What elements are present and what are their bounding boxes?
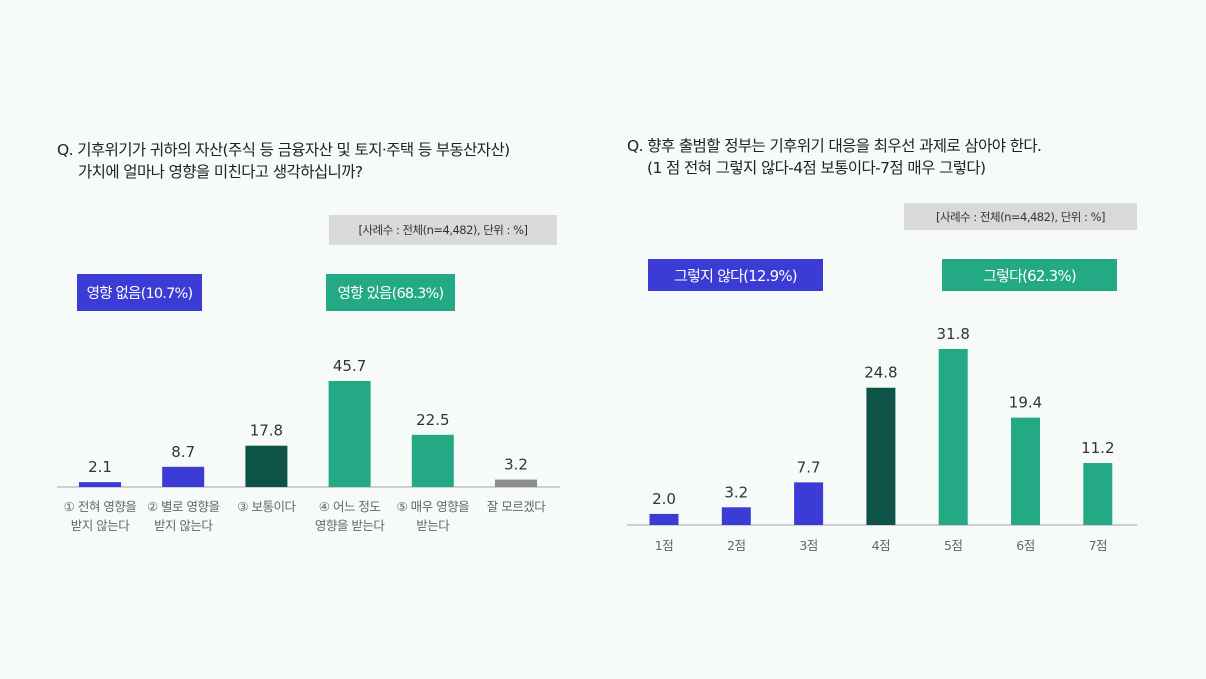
chart1-category-label-1-line2: 받지 않는다 — [71, 518, 130, 533]
chart2-bar-5 — [938, 349, 968, 525]
left-question-line2: 가치에 얼마나 영향을 미친다고 생각하십니까? — [78, 163, 363, 181]
chart2-bar-6 — [1011, 417, 1040, 525]
chart2-category-label-1: 1점 — [655, 538, 673, 553]
right-sample-note: [사례수 : 전체(n=4,482), 단위 : %] — [904, 203, 1137, 230]
chart1-category-label-5-line2: 받는다 — [416, 518, 450, 533]
right-badge-disagree: 그렇지 않다(12.9%) — [648, 259, 823, 291]
right-badge-agree: 그렇다(62.3%) — [942, 259, 1117, 291]
chart2-bar-7 — [1083, 463, 1113, 525]
chart2-value-label-6: 19.4 — [1009, 394, 1042, 412]
chart1-category-label-4-line2: 영향을 받는다 — [315, 518, 385, 533]
chart2-value-label-3: 7.7 — [797, 458, 821, 476]
left-badge-impact: 영향 있음(68.3%) — [326, 274, 455, 311]
chart1-bar-4 — [328, 381, 371, 487]
chart1-value-label-3: 17.8 — [250, 422, 283, 440]
chart2-category-label-5: 5점 — [944, 538, 962, 553]
chart1-category-label-2-line2: 받지 않는다 — [154, 518, 213, 533]
chart1-category-label-3: ③ 보통이다 — [237, 499, 296, 514]
chart2-value-label-5: 31.8 — [936, 325, 969, 343]
chart1-bar-3 — [245, 445, 288, 487]
left-sample-note: [사례수 : 전체(n=4,482), 단위 : %] — [329, 215, 557, 245]
chart2-category-label-6: 6점 — [1016, 538, 1034, 553]
right-chart-panel: Q. 향후 출범할 정부는 기후위기 대응을 최우선 과제로 삼아야 한다. (… — [603, 0, 1206, 679]
chart1-value-label-4: 45.7 — [333, 357, 366, 375]
chart2-value-label-1: 2.0 — [652, 490, 676, 508]
right-bar-chart: 2.0 1점 3.2 2점 7.7 3점 24.8 4점 31.8 5점 19.4 6점 11.2 7점 — [627, 325, 1137, 553]
chart2-category-label-2: 2점 — [727, 538, 745, 553]
left-badge-no-impact: 영향 없음(10.7%) — [77, 274, 202, 311]
chart1-value-label-5: 22.5 — [416, 411, 449, 429]
chart1-category-label-1-line1: ① 전혀 영향을 — [64, 499, 137, 514]
left-question: Q. 기후위기가 귀하의 자산(주식 등 금융자산 및 토지·주택 등 부동산자… — [57, 139, 510, 183]
left-chart-panel: Q. 기후위기가 귀하의 자산(주식 등 금융자산 및 토지·주택 등 부동산자… — [57, 139, 560, 533]
chart2-value-label-7: 11.2 — [1081, 439, 1114, 457]
chart1-category-label-4-line1: ④ 어느 정도 — [319, 499, 381, 514]
left-question-line1: Q. 기후위기가 귀하의 자산(주식 등 금융자산 및 토지·주택 등 부동산자… — [57, 141, 510, 159]
chart2-bar-4 — [866, 387, 896, 525]
chart1-bar-2 — [162, 466, 205, 487]
right-question-line1: Q. 향후 출범할 정부는 기후위기 대응을 최우선 과제로 삼아야 한다. — [627, 137, 1042, 155]
chart2-category-label-7: 7점 — [1089, 538, 1107, 553]
chart2-category-label-4: 4점 — [872, 538, 890, 553]
chart1-category-label-6: 잘 모르겠다 — [487, 499, 546, 514]
chart2-value-label-2: 3.2 — [724, 483, 748, 501]
chart2-bar-2 — [721, 507, 751, 525]
chart1-value-label-2: 8.7 — [171, 443, 195, 461]
chart1-bar-1 — [79, 482, 121, 487]
right-question: Q. 향후 출범할 정부는 기후위기 대응을 최우선 과제로 삼아야 한다. (… — [627, 135, 1042, 179]
chart1-bar-5 — [411, 434, 454, 487]
chart2-value-label-4: 24.8 — [864, 364, 897, 382]
chart1-category-label-2-line1: ② 별로 영향을 — [147, 499, 220, 514]
chart1-value-label-6: 3.2 — [504, 456, 528, 474]
chart2-bar-3 — [794, 482, 824, 525]
chart2-category-label-3: 3점 — [799, 538, 817, 553]
chart1-bar-6 — [495, 479, 537, 487]
right-question-line2: (1 점 전혀 그렇지 않다-4점 보통이다-7점 매우 그렇다) — [647, 159, 986, 177]
chart1-value-label-1: 2.1 — [88, 458, 112, 476]
chart2-bar-1 — [649, 513, 679, 525]
chart1-category-label-5-line1: ⑤ 매우 영향을 — [396, 499, 469, 514]
